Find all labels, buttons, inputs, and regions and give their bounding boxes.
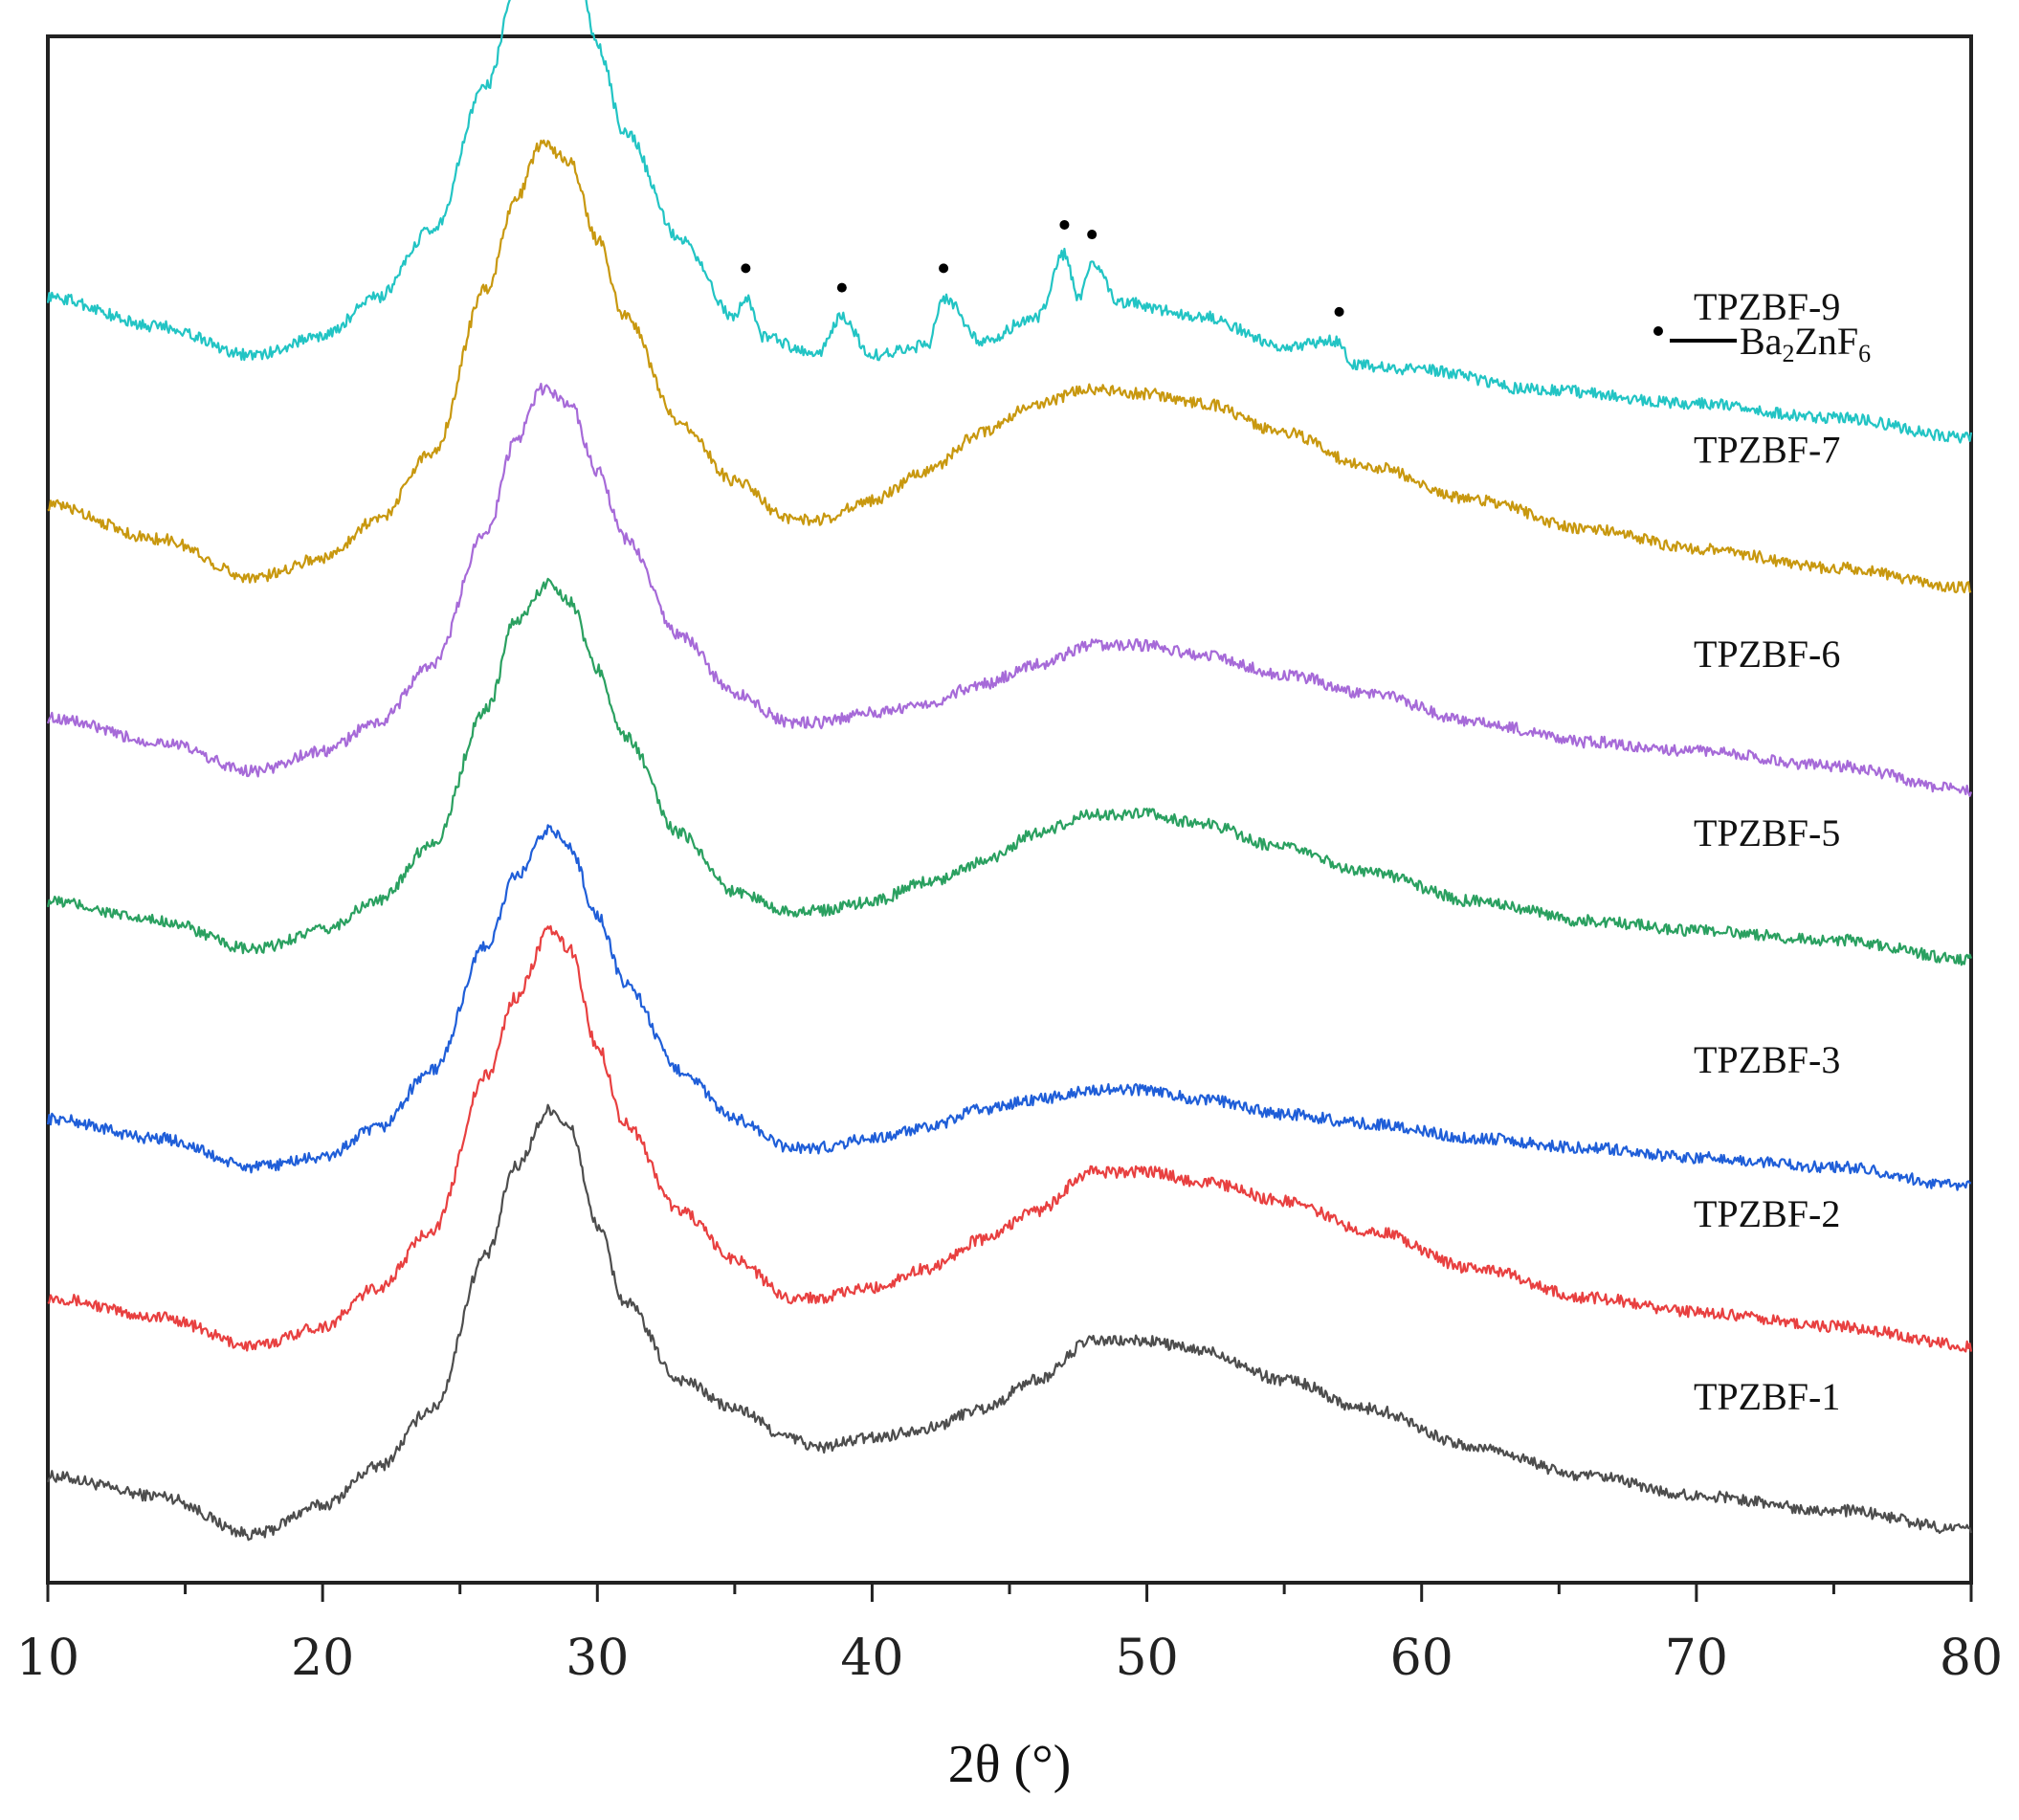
phase-marker-6 xyxy=(1087,230,1098,240)
legend: Ba2ZnF6 xyxy=(1653,320,1871,367)
marker-layer xyxy=(741,219,1344,317)
series-tpzbf-6-line xyxy=(46,382,1973,797)
phase-marker-5 xyxy=(1059,219,1070,230)
phase-marker-2 xyxy=(741,263,751,274)
series-label-tpzbf-1: TPZBF-1 xyxy=(1694,1375,1840,1418)
x-tick-label: 70 xyxy=(1665,1630,1728,1687)
phase-marker-7 xyxy=(1334,306,1344,317)
x-tick-label: 60 xyxy=(1390,1630,1453,1687)
series-label-tpzbf-9: TPZBF-9 xyxy=(1694,285,1840,328)
x-tick-label: 30 xyxy=(566,1630,629,1687)
x-tick-label: 20 xyxy=(291,1630,354,1687)
series-label-tpzbf-7: TPZBF-7 xyxy=(1694,428,1840,471)
series-tpzbf-5-line xyxy=(46,577,1973,966)
series-label-tpzbf-5: TPZBF-5 xyxy=(1694,811,1840,855)
series-label-tpzbf-6: TPZBF-6 xyxy=(1694,633,1840,676)
legend-label-sub2: 6 xyxy=(1858,340,1871,367)
series-tpzbf-2-line xyxy=(47,924,1973,1353)
series-tpzbf-7-line xyxy=(47,139,1972,594)
phase-marker-3 xyxy=(836,282,847,293)
legend-label-sub1: 2 xyxy=(1782,340,1794,367)
label-layer: TPZBF-1 TPZBF-2 TPZBF-3 TPZBF-5 TPZBF-6 TPZBF… xyxy=(1694,285,1840,1418)
plot-frame xyxy=(46,34,1973,1585)
legend-marker xyxy=(1653,326,1663,336)
series-label-tpzbf-2: TPZBF-2 xyxy=(1694,1192,1840,1235)
series-layer xyxy=(46,0,1973,1542)
x-axis: 10 20 30 40 50 60 70 80 xyxy=(16,1583,2003,1687)
x-tick-label: 50 xyxy=(1115,1630,1178,1687)
x-tick-label: 10 xyxy=(16,1630,79,1687)
legend-label: Ba2ZnF6 xyxy=(1740,320,1871,367)
x-tick-label: 80 xyxy=(1940,1630,2003,1687)
series-label-tpzbf-3: TPZBF-3 xyxy=(1694,1038,1840,1081)
legend-label-mid: ZnF xyxy=(1794,320,1858,363)
x-axis-title: 2θ (°) xyxy=(948,1735,1072,1794)
legend-label-main: Ba xyxy=(1740,320,1783,363)
series-tpzbf-9-line xyxy=(46,0,1973,444)
x-tick-label: 40 xyxy=(840,1630,903,1687)
series-tpzbf-3-line xyxy=(46,824,1972,1191)
phase-marker-4 xyxy=(939,263,949,274)
series-tpzbf-1-line xyxy=(46,1103,1973,1542)
